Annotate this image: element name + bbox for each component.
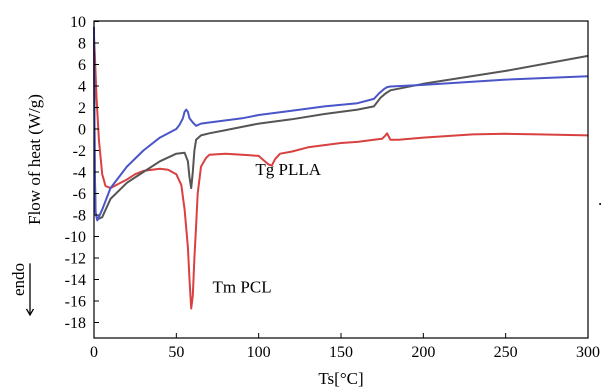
y-tick-label: -4 [73,165,86,182]
y-tick-label: 8 [78,36,86,53]
x-tick-label: 150 [329,344,353,361]
y-tick-label: -14 [65,272,86,289]
series-line-1 [93,37,589,310]
annotation-tm-pcl: Tm PCL [213,277,272,296]
x-tick-label: 100 [247,344,271,361]
x-tick-label: 300 [576,344,600,361]
series-line-3 [93,26,589,222]
annotation-endo: endo [9,263,28,296]
y-tick-label: -8 [73,208,86,225]
endo-arrow-icon [25,263,35,317]
series-line-2 [93,42,589,221]
x-tick-label: 0 [90,344,98,361]
y-tick-label: -18 [65,315,86,332]
y-tick-label: -10 [65,229,86,246]
y-axis-title: Flow of heat (W/g) [25,94,44,225]
side-mark: . [598,190,602,209]
y-tick-label: 4 [78,79,86,96]
y-tick-label: -2 [73,143,86,160]
y-tick-label: 6 [78,57,86,74]
ticks-layer: 0 50 100 150 200 250 300 10 8 6 4 2 0 -2 -4 -6 -8 -10 -12 -… [65,14,600,361]
y-tick-label: -12 [65,251,86,268]
y-tick-label: -6 [73,186,86,203]
y-tick-label: 10 [70,14,86,31]
y-tick-label: 0 [78,122,86,139]
x-tick-label: 250 [494,344,518,361]
y-tick-label: -16 [65,294,86,311]
endo-arrow-head [25,308,35,317]
series-layer [93,26,589,310]
y-tick-label: 2 [78,100,86,117]
x-tick-label: 200 [411,344,435,361]
x-axis-title: Ts[°C] [318,369,363,388]
annotation-tg-plla: Tg PLLA [255,160,321,179]
x-tick-label: 50 [168,344,184,361]
